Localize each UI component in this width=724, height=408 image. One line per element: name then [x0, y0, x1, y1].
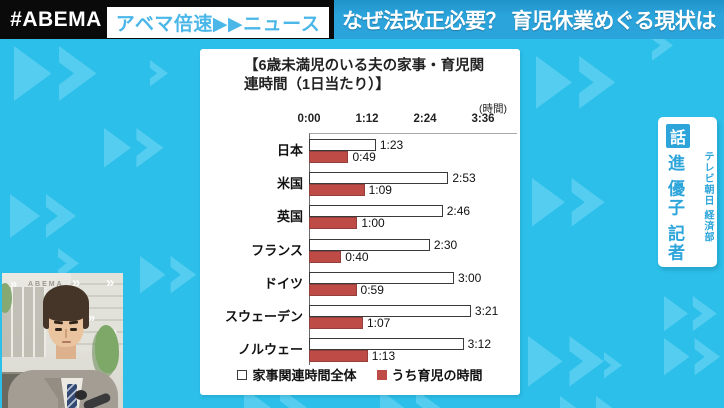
value-label: 1:07	[366, 316, 391, 330]
chart-row: 日本 1:23 0:49	[200, 139, 403, 163]
bar-childcare	[309, 184, 365, 197]
legend-swatch-childcare-icon	[376, 369, 387, 380]
anchor-mouth	[62, 341, 71, 343]
program-label: アベマ倍速▶▶ニュース	[115, 14, 321, 35]
bar-total	[309, 271, 454, 284]
studio-arrow-icon: »	[72, 274, 81, 291]
anchor-eye	[55, 328, 62, 331]
category-label: 日本	[276, 143, 303, 158]
program-label-box: アベマ倍速▶▶ニュース	[107, 7, 329, 38]
bar-childcare	[309, 350, 368, 363]
anchor-eye	[70, 328, 77, 331]
chart-panel: 【6歳未満児のいる夫の家事・育児関連時間（1日当たり）】 (時間) 0:00 1:…	[200, 49, 520, 395]
anchor-video-frame: ABEMA » » » » »	[2, 273, 123, 408]
category-label: 米国	[276, 176, 303, 192]
anchor-hair	[43, 307, 49, 329]
reporter-name: 進 優子 記者	[665, 154, 684, 263]
abema-logo: #ABEMA	[10, 8, 102, 31]
bar-total	[309, 172, 449, 185]
studio-arrow-icon: »	[106, 274, 115, 291]
anchor-nose	[65, 329, 67, 338]
value-label: 0:40	[345, 249, 369, 264]
bar-total	[309, 338, 464, 351]
studio-sign: ABEMA	[28, 281, 64, 288]
chart-row: フランス 2:30 0:40	[200, 237, 458, 264]
anchor-hair	[43, 285, 89, 321]
bar-childcare	[309, 151, 349, 163]
x-tick-label: 1:12	[355, 113, 379, 125]
anchor-tie	[67, 384, 77, 408]
bar-total	[309, 238, 430, 251]
value-label: 0:49	[352, 150, 376, 164]
chart-row: 英国 2:46 1:00	[200, 204, 471, 231]
anchor-neck	[56, 343, 76, 359]
studio-arrow-icon: »	[10, 276, 18, 291]
value-label: 2:46	[446, 204, 471, 219]
x-ticks: 0:00 1:12 2:24 3:36	[297, 113, 516, 128]
x-tick-label: 0:00	[297, 113, 321, 125]
value-label: 1:23	[379, 138, 404, 152]
bar-total	[309, 205, 443, 218]
reporter-card: 話 テレビ朝日 経済部 進 優子 記者	[658, 117, 717, 267]
chart-row: ノルウェー 3:12 1:13	[200, 337, 492, 364]
header-bar: #ABEMA アベマ倍速▶▶ニュース なぜ法改正必要？ 育児休業めぐる現状は	[0, 0, 724, 39]
value-label: 0:59	[360, 282, 384, 297]
value-label: 3:12	[467, 337, 492, 352]
value-label: 2:53	[452, 171, 476, 186]
x-tick-label: 2:24	[413, 113, 437, 125]
anchor-hair	[83, 307, 89, 329]
bar-total	[309, 139, 376, 151]
bar-childcare	[309, 250, 342, 263]
legend-label-total: 家事関連時間全体	[252, 368, 357, 383]
studio-arrow-icon: »	[88, 310, 96, 325]
value-label: 3:00	[458, 270, 482, 285]
category-label: スウェーデン	[224, 309, 303, 324]
bar-childcare	[309, 283, 357, 296]
chart-legend: 家事関連時間全体 うち育児の時間	[200, 365, 520, 384]
bar-childcare	[309, 217, 358, 230]
value-label: 1:00	[361, 216, 385, 231]
x-tick-label: 3:36	[471, 113, 495, 125]
value-label: 2:30	[433, 237, 458, 252]
category-label: ドイツ	[263, 275, 303, 291]
microphone-icon	[75, 390, 87, 400]
reporter-affiliation: テレビ朝日 経済部	[702, 151, 713, 243]
category-label: フランス	[251, 242, 303, 258]
value-label: 1:13	[371, 349, 396, 364]
value-label: 1:09	[368, 183, 392, 198]
legend-swatch-total-icon	[237, 369, 248, 380]
bar-total	[309, 305, 471, 317]
chart-row: 米国 2:53 1:09	[200, 171, 476, 198]
legend-item-total: 家事関連時間全体	[237, 365, 357, 384]
legend-label-childcare: うち育児の時間	[391, 368, 483, 383]
chart-title: 【6歳未満児のいる夫の家事・育児関連時間（1日当たり）】	[244, 58, 485, 94]
legend-item-childcare: うち育児の時間	[376, 365, 483, 384]
headline-box: なぜ法改正必要？ 育児休業めぐる現状は	[334, 0, 724, 39]
bar-childcare	[309, 317, 363, 329]
chart-rows: 日本 1:23 0:49 米国 2:53 1:09 英国 2:46 1:00 フランス 2:30 0:…	[200, 98, 520, 395]
chart-row: スウェーデン 3:21 1:07	[200, 305, 498, 329]
headline: なぜ法改正必要？ 育児休業めぐる現状は	[342, 9, 716, 33]
plant-icon	[2, 283, 12, 313]
value-label: 3:21	[474, 304, 499, 318]
category-label: 英国	[276, 209, 303, 225]
category-label: ノルウェー	[237, 342, 303, 358]
plant-icon	[95, 325, 119, 373]
axis-unit-label: (時間)	[479, 103, 507, 115]
speaker-badge: 話	[666, 124, 690, 148]
chart-row: ドイツ 3:00 0:59	[200, 270, 482, 297]
